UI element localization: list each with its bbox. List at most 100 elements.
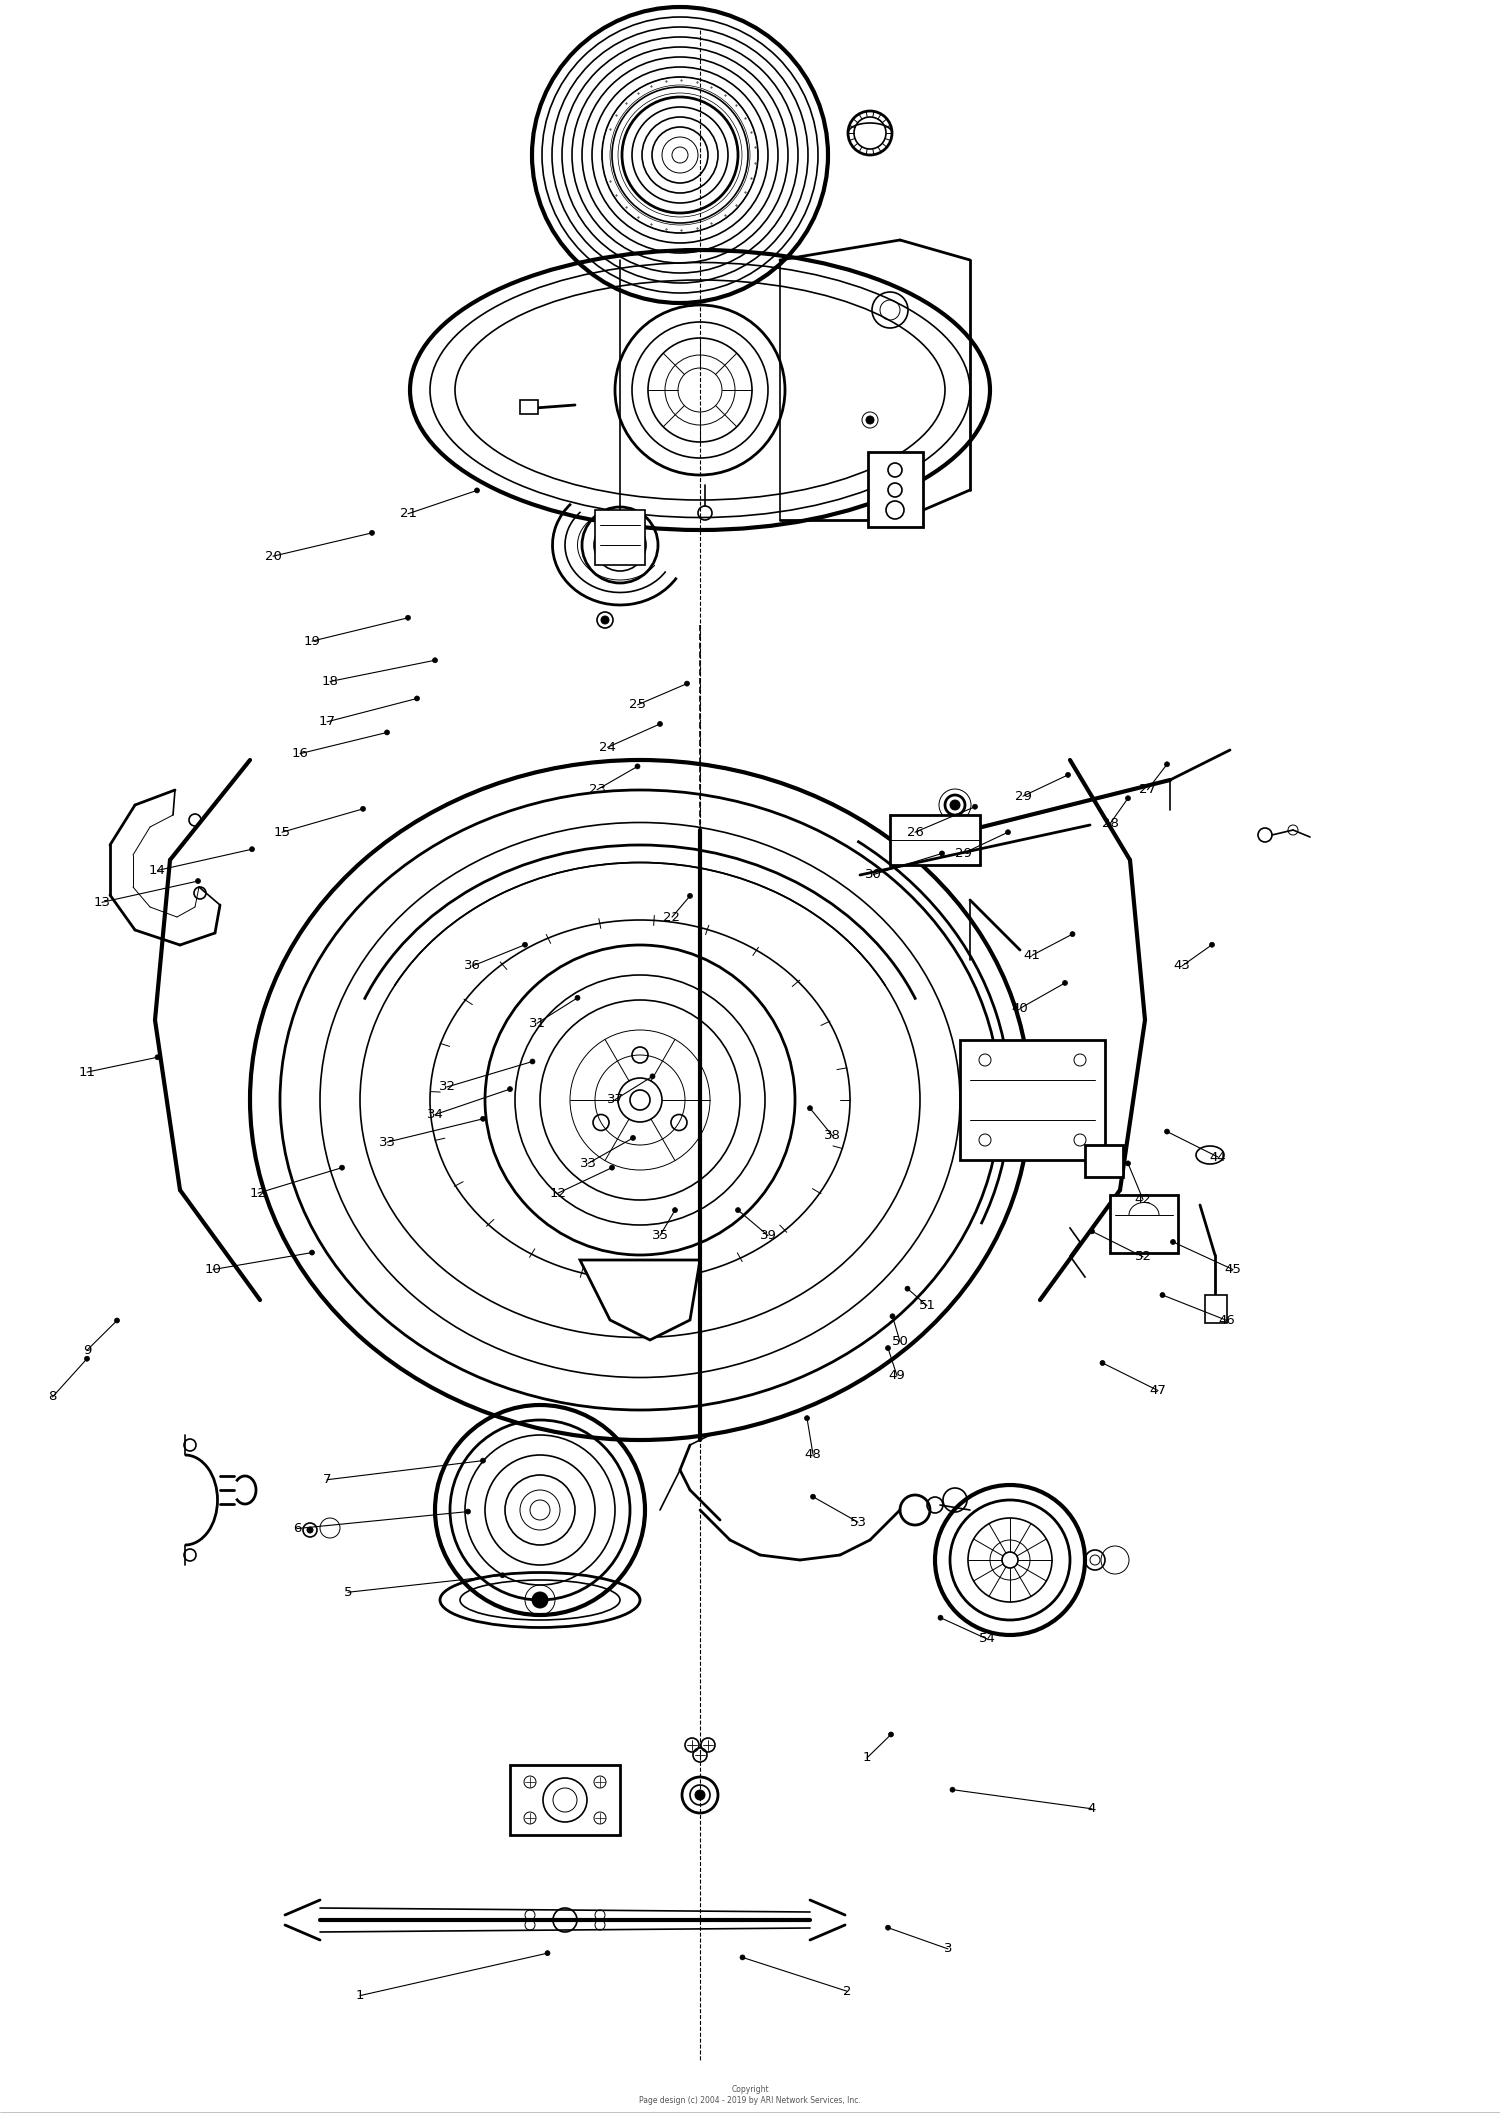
Circle shape (888, 1732, 894, 1737)
Text: 17: 17 (318, 715, 336, 728)
Text: 16: 16 (291, 747, 309, 760)
Text: 20: 20 (264, 550, 282, 563)
Text: 40: 40 (1011, 1002, 1029, 1015)
Circle shape (574, 996, 580, 1000)
Circle shape (890, 1314, 896, 1318)
Circle shape (602, 616, 609, 624)
Circle shape (405, 616, 411, 620)
Text: 22: 22 (663, 911, 681, 924)
Text: 25: 25 (628, 698, 646, 711)
Text: 10: 10 (204, 1263, 222, 1276)
Text: 26: 26 (906, 826, 924, 839)
Circle shape (369, 531, 375, 535)
Polygon shape (580, 1259, 700, 1340)
Text: 3: 3 (944, 1943, 952, 1955)
Circle shape (474, 488, 480, 493)
Circle shape (1125, 796, 1131, 800)
Text: 12: 12 (249, 1187, 267, 1199)
Text: 28: 28 (1101, 817, 1119, 830)
Text: 32: 32 (438, 1081, 456, 1093)
Text: Copyright
Page design (c) 2004 - 2019 by ARI Network Services, Inc.: Copyright Page design (c) 2004 - 2019 by… (639, 2085, 861, 2104)
Circle shape (950, 1788, 956, 1792)
Text: 43: 43 (1173, 960, 1191, 972)
Text: 34: 34 (426, 1108, 444, 1121)
Circle shape (810, 1495, 816, 1499)
Circle shape (84, 1357, 90, 1361)
Text: 24: 24 (598, 741, 616, 754)
Circle shape (114, 1318, 120, 1323)
Text: 41: 41 (1023, 949, 1041, 962)
Text: 21: 21 (399, 507, 417, 520)
Circle shape (249, 847, 255, 851)
Circle shape (630, 1136, 636, 1140)
Text: 42: 42 (1134, 1193, 1152, 1206)
Circle shape (360, 807, 366, 811)
Circle shape (740, 1955, 746, 1960)
Circle shape (885, 1926, 891, 1930)
Circle shape (938, 1616, 944, 1620)
Circle shape (154, 1055, 160, 1059)
Text: 52: 52 (1134, 1250, 1152, 1263)
Circle shape (1170, 1240, 1176, 1244)
Circle shape (634, 764, 640, 769)
Circle shape (1070, 932, 1076, 936)
Circle shape (950, 800, 960, 811)
Circle shape (308, 1526, 314, 1533)
Circle shape (804, 1416, 810, 1420)
Circle shape (657, 722, 663, 726)
Circle shape (480, 1459, 486, 1463)
Text: 45: 45 (1224, 1263, 1242, 1276)
Bar (1110, 1195, 1178, 1253)
Text: 33: 33 (579, 1157, 597, 1170)
Text: 38: 38 (824, 1129, 842, 1142)
Text: 15: 15 (273, 826, 291, 839)
Circle shape (694, 1790, 705, 1800)
Circle shape (507, 1087, 513, 1091)
Circle shape (807, 1106, 813, 1110)
Text: 51: 51 (918, 1299, 936, 1312)
Circle shape (544, 1951, 550, 1955)
Circle shape (309, 1250, 315, 1255)
Text: 6: 6 (292, 1522, 302, 1535)
Bar (890, 815, 980, 864)
Text: 23: 23 (588, 783, 606, 796)
Text: 48: 48 (804, 1448, 822, 1461)
Circle shape (1125, 1161, 1131, 1166)
Text: 39: 39 (759, 1229, 777, 1242)
Text: 13: 13 (93, 896, 111, 909)
Text: 11: 11 (78, 1066, 96, 1078)
Text: 4: 4 (1088, 1802, 1096, 1815)
Circle shape (532, 1592, 548, 1607)
Text: 8: 8 (48, 1391, 57, 1403)
Text: 9: 9 (82, 1344, 92, 1357)
Bar (960, 1040, 1106, 1159)
Text: 1: 1 (356, 1989, 364, 2002)
Bar (1204, 1295, 1227, 1323)
Text: 54: 54 (978, 1633, 996, 1645)
Circle shape (522, 943, 528, 947)
Text: 18: 18 (321, 675, 339, 688)
Text: 37: 37 (606, 1093, 624, 1106)
Bar (1084, 1144, 1124, 1176)
Text: 2: 2 (843, 1985, 852, 1998)
Text: 50: 50 (891, 1335, 909, 1348)
Text: 12: 12 (549, 1187, 567, 1199)
Text: 27: 27 (1138, 783, 1156, 796)
Circle shape (1164, 762, 1170, 766)
Circle shape (687, 894, 693, 898)
Text: 44: 44 (1209, 1151, 1227, 1163)
Circle shape (684, 681, 690, 686)
Circle shape (1005, 830, 1011, 834)
Circle shape (1065, 773, 1071, 777)
Text: 53: 53 (849, 1516, 867, 1529)
Text: 36: 36 (464, 960, 482, 972)
Bar (510, 1764, 620, 1834)
Circle shape (904, 1287, 910, 1291)
Text: 7: 7 (322, 1473, 332, 1486)
Circle shape (432, 658, 438, 662)
Circle shape (1160, 1293, 1166, 1297)
Text: 30: 30 (864, 868, 882, 881)
Text: 47: 47 (1149, 1384, 1167, 1397)
Circle shape (1100, 1361, 1106, 1365)
Text: 19: 19 (303, 635, 321, 648)
